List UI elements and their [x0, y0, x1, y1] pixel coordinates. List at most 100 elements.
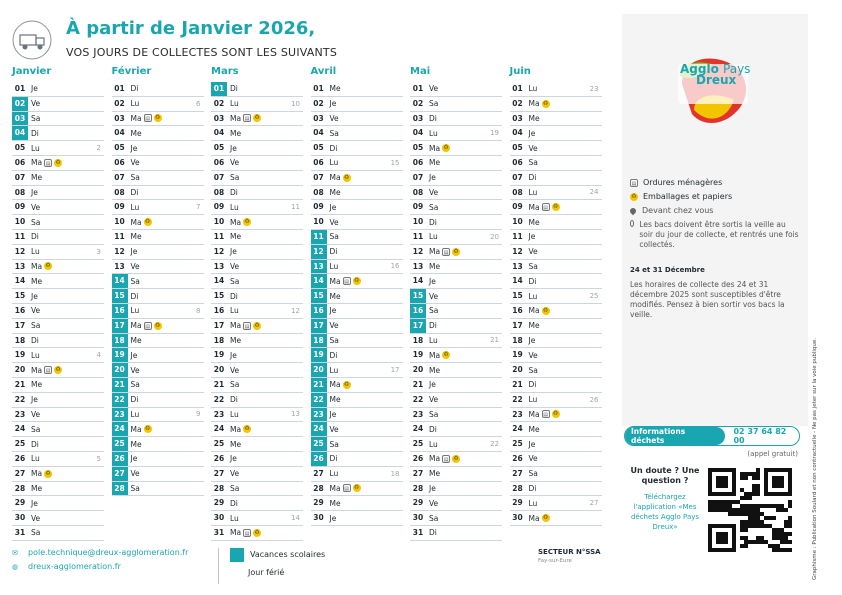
day-row: 27 Me: [410, 467, 502, 482]
day-row: 13 Ma ♻: [12, 260, 104, 275]
day-number: 05: [412, 143, 424, 153]
day-row: 10 Sa: [12, 215, 104, 230]
contact-site[interactable]: ◍ dreux-agglomeration.fr: [12, 562, 121, 571]
day-name: Sa: [429, 306, 439, 316]
day-number: 22: [512, 394, 523, 404]
day-name: Sa: [31, 113, 41, 123]
day-name: Ma: [429, 143, 441, 153]
phone-number[interactable]: 02 37 64 82 00: [733, 427, 787, 445]
day-row: 19 Je: [211, 348, 303, 364]
day-row: 23 Ma ▤ ♻: [509, 408, 602, 423]
day-name: Di: [31, 335, 39, 345]
day-name: Lu: [130, 99, 140, 109]
day-list: 01 Je 02 Ve 03 Sa 04 Di 05 Lu 2 06 Ma ▤ ♻ 07 Me 08 Je 09 Ve 1…: [12, 82, 104, 541]
day-row: 30 Ve: [12, 511, 104, 526]
secteur-label: SECTEUR N°SSA: [538, 548, 601, 556]
day-name: Di: [528, 276, 537, 286]
day-number: 02: [213, 98, 225, 108]
day-row: 28 Sa: [211, 482, 303, 497]
day-number: 06: [114, 157, 125, 167]
day-row: 01 Di: [211, 82, 303, 97]
email-text[interactable]: pole.technique@dreux-agglomeration.fr: [28, 548, 189, 557]
grey-bin-icon: ▤: [143, 321, 152, 330]
day-name: Lu: [31, 143, 40, 153]
yellow-bin-icon: ♻: [44, 469, 53, 478]
day-name: Ve: [230, 158, 240, 168]
logo-line1: Agglo: [680, 62, 719, 76]
day-number: 05: [213, 143, 225, 153]
free-call-note: (appel gratuit): [747, 450, 798, 458]
day-name: Je: [230, 454, 237, 464]
day-row: 16 Lu 8: [111, 303, 204, 319]
agglo-pays-dreux-logo: [678, 58, 748, 123]
day-name: Di: [429, 528, 437, 538]
day-number: 05: [14, 143, 26, 153]
day-name: Lu: [528, 187, 538, 197]
week-number: 26: [589, 395, 599, 404]
day-row: 15 Je: [12, 289, 104, 304]
day-name: Me: [329, 395, 341, 405]
day-row: 09 Ve: [12, 200, 104, 216]
info-dechets-bar[interactable]: Informations déchets 02 37 64 82 00: [624, 426, 800, 446]
day-name: Ve: [528, 454, 538, 464]
grey-bin-icon: ▤: [44, 158, 53, 167]
day-number: 01: [114, 84, 125, 93]
day-row: 29 Me: [310, 496, 403, 512]
day-name: Sa: [329, 232, 339, 242]
day-number: 19: [310, 348, 327, 363]
day-number: 18: [412, 335, 424, 345]
month-name: Juin: [509, 66, 531, 77]
day-number: 06: [313, 157, 324, 167]
day-number: 11: [213, 231, 225, 241]
day-list: 01 Lu 23 02 Ma ♻ 03 Me 04 Je 05 Ve 06 Sa 07 Di 08 Lu 24 09 M…: [509, 82, 602, 526]
day-name: Sa: [429, 409, 439, 419]
logo-line3: Dreux: [696, 73, 737, 87]
day-name: Ve: [329, 113, 339, 123]
site-text[interactable]: dreux-agglomeration.fr: [28, 562, 121, 571]
day-number: 16: [512, 305, 523, 315]
day-row: 06 Ma ▤ ♻: [12, 156, 104, 171]
day-name: Sa: [130, 173, 140, 183]
day-row: 29 Ve: [410, 496, 502, 512]
day-name: Ma: [429, 350, 441, 360]
day-number: 03: [512, 113, 523, 123]
yellow-bin-icon: ♻: [551, 410, 560, 419]
day-name: Ve: [329, 217, 339, 227]
day-number: 25: [14, 439, 26, 449]
day-row: 22 Di: [111, 392, 204, 408]
day-name: Di: [329, 454, 338, 464]
day-name: Di: [528, 173, 537, 183]
day-row: 02 Sa: [410, 97, 502, 112]
day-name: Je: [130, 350, 138, 360]
day-name: Di: [230, 84, 238, 94]
logo-panel: Agglo Pays Dreux: [622, 14, 808, 164]
day-number: 19: [14, 350, 26, 360]
day-name: Lu: [429, 128, 438, 138]
legend-om-label: Ordures ménagères: [643, 178, 723, 187]
day-name: Me: [31, 380, 43, 390]
contact-email[interactable]: ✉ pole.technique@dreux-agglomeration.fr: [12, 548, 188, 557]
day-row: 03 Sa: [12, 111, 104, 127]
day-name: Me: [528, 113, 540, 123]
day-number: 22: [310, 392, 327, 407]
day-number: 26: [213, 453, 225, 463]
day-number: 05: [114, 143, 125, 153]
qr-code[interactable]: [708, 468, 792, 552]
day-name: Je: [329, 513, 337, 523]
month-janvier: Janvier 01 Je 02 Ve 03 Sa 04 Di 05 Lu 2 06 Ma ▤ ♻ 07 Me 08…: [12, 66, 104, 542]
day-row: 02 Ve: [12, 96, 104, 112]
day-name: Je: [528, 439, 536, 449]
day-list: 01 Di 02 Lu 10 03 Ma ▤ ♻ 04 Me 05 Je 06 Ve 07 Sa 08 Di 09 Lu…: [211, 82, 303, 541]
day-number: 22: [111, 392, 128, 407]
day-number: 14: [111, 274, 128, 289]
vacances-swatch: [230, 548, 244, 562]
day-number: 12: [14, 246, 26, 256]
day-name: Ve: [31, 202, 41, 212]
day-number: 19: [213, 350, 225, 360]
day-number: 28: [213, 483, 225, 493]
app-download-cta[interactable]: Téléchargez l'application «Mes déchets A…: [630, 493, 700, 531]
day-number: 23: [310, 407, 327, 422]
day-number: 28: [512, 483, 523, 493]
day-row: 04 Di: [12, 126, 104, 142]
month-mars: Mars 01 Di 02 Lu 10 03 Ma ▤ ♻ 04 Me 05 Je 06 Ve 07 Sa 08 Di…: [211, 66, 303, 542]
